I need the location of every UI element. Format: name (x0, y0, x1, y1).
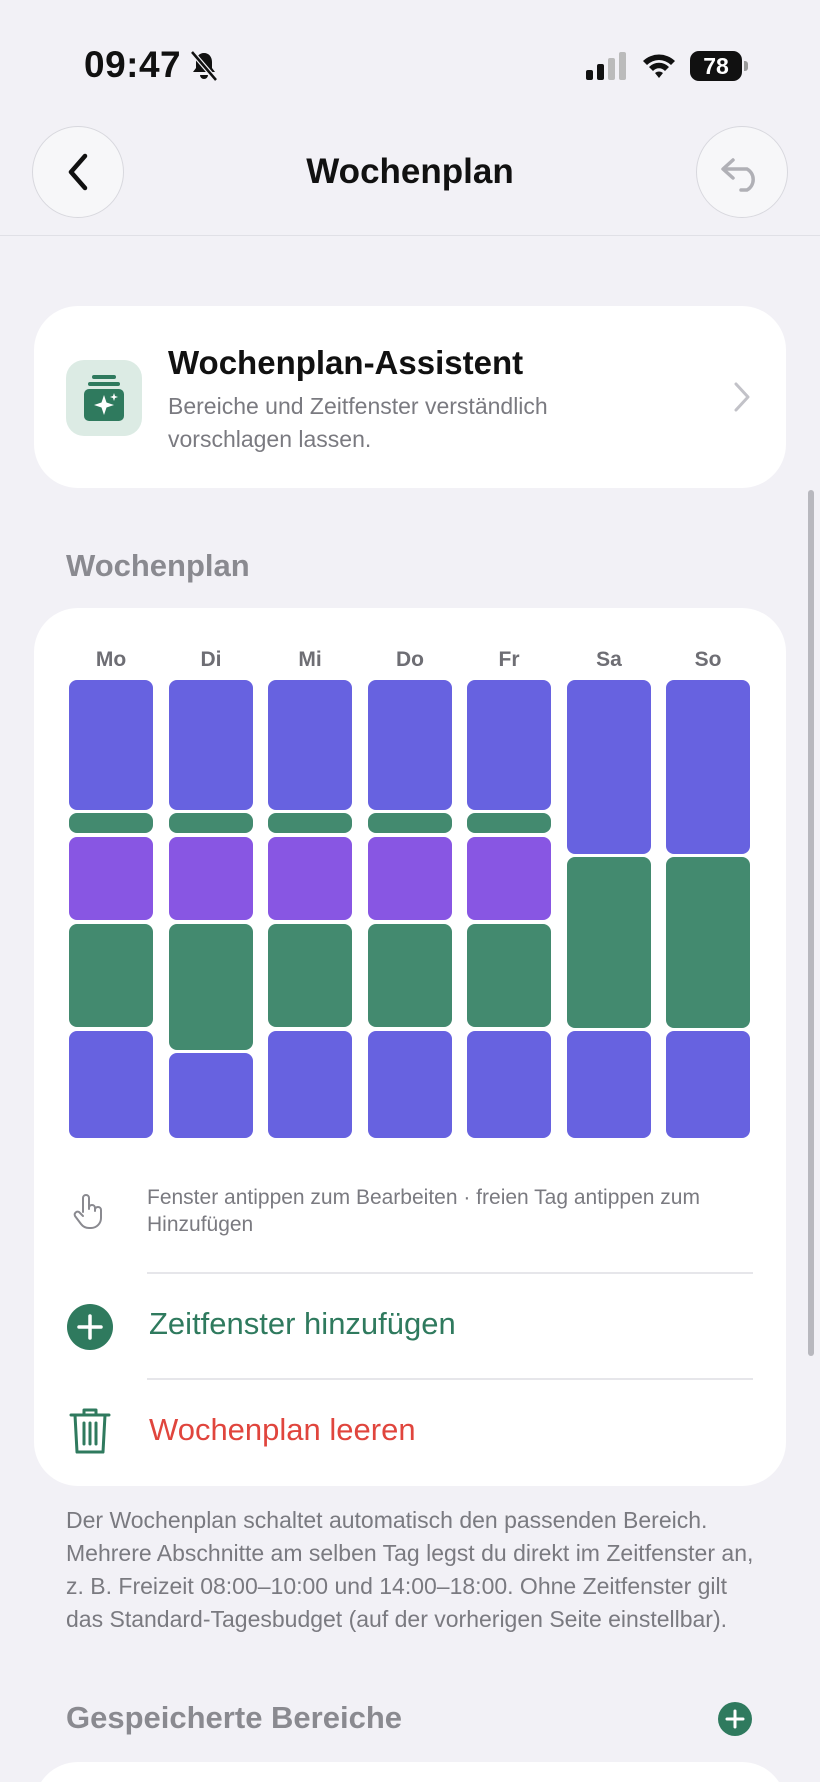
status-bar: 09:47 78 (0, 0, 820, 120)
time-window-block[interactable] (69, 813, 153, 833)
day-label: Do (396, 648, 424, 671)
day-label: Mo (95, 648, 127, 671)
plus-circle-icon (67, 1304, 113, 1350)
chevron-right-icon (734, 382, 750, 412)
time-window-block[interactable] (268, 924, 352, 1027)
week-plan-explanation: Der Wochenplan schaltet automatisch den … (66, 1507, 754, 1632)
assistant-subtitle: Bereiche und Zeitfenster verständlich vo… (168, 393, 548, 452)
week-plan-card: Mo Di Mi Do Fr Sa So Fenster antippen zum Bear… (34, 608, 786, 1486)
day-label: Sa (596, 648, 622, 671)
time-window-block[interactable] (368, 837, 452, 920)
time-window-block[interactable] (368, 680, 452, 810)
bell-muted-icon (190, 50, 218, 82)
battery-tip (744, 61, 748, 71)
time-window-block[interactable] (467, 837, 551, 920)
wifi-icon (643, 54, 675, 78)
status-time: 09:47 (84, 44, 182, 85)
time-window-block[interactable] (567, 1031, 651, 1138)
trash-icon (69, 1408, 111, 1454)
day-label: Fr (498, 648, 520, 671)
time-window-block[interactable] (567, 680, 651, 854)
time-window-block[interactable] (467, 924, 551, 1027)
divider (147, 1378, 753, 1380)
undo-button[interactable] (696, 126, 788, 218)
time-window-block[interactable] (169, 813, 253, 833)
assistant-title: Wochenplan-Assistent (168, 344, 524, 381)
week-plan-hint: Fenster antippen zum Bearbeiten · freien… (147, 1186, 700, 1236)
time-window-block[interactable] (368, 1031, 452, 1138)
time-window-block[interactable] (368, 813, 452, 833)
add-area-button[interactable] (718, 1702, 752, 1736)
battery-level: 78 (690, 51, 742, 81)
clear-week-plan-button[interactable]: Wochenplan leeren (34, 1380, 786, 1484)
time-window-block[interactable] (467, 813, 551, 833)
time-window-block[interactable] (169, 1053, 253, 1138)
cellular-signal-icon (586, 52, 626, 80)
battery-indicator: 78 (690, 51, 748, 81)
time-window-block[interactable] (666, 1031, 750, 1138)
tap-gesture-icon (73, 1194, 102, 1229)
time-window-block[interactable] (268, 1031, 352, 1138)
time-window-block[interactable] (169, 837, 253, 920)
scrollbar[interactable] (808, 490, 814, 1356)
section-header-wochenplan: Wochenplan (66, 548, 250, 583)
time-window-block[interactable] (169, 680, 253, 810)
clear-week-plan-label: Wochenplan leeren (149, 1412, 416, 1447)
time-window-block[interactable] (69, 1031, 153, 1138)
undo-icon (721, 158, 755, 192)
assistant-sparkle-icon (66, 360, 142, 436)
add-time-window-button[interactable]: Zeitfenster hinzufügen (34, 1274, 786, 1378)
section-header-saved-areas: Gespeicherte Bereiche (66, 1700, 403, 1735)
divider (147, 1272, 753, 1274)
time-window-block[interactable] (467, 680, 551, 810)
day-label: Di (200, 648, 222, 671)
time-window-block[interactable] (467, 1031, 551, 1138)
assistant-card[interactable]: Wochenplan-Assistent Bereiche und Zeitfe… (34, 306, 786, 488)
add-time-window-label: Zeitfenster hinzufügen (149, 1306, 456, 1341)
back-button[interactable] (32, 126, 124, 218)
time-window-block[interactable] (268, 837, 352, 920)
navigation-bar: Wochenplan (0, 120, 820, 236)
time-window-block[interactable] (666, 680, 750, 854)
saved-areas-card (34, 1762, 786, 1782)
time-window-block[interactable] (268, 813, 352, 833)
chevron-left-icon (68, 153, 88, 191)
time-window-block[interactable] (69, 837, 153, 920)
time-window-block[interactable] (69, 924, 153, 1027)
time-window-block[interactable] (69, 680, 153, 810)
time-window-block[interactable] (666, 857, 750, 1028)
day-label: Mi (298, 648, 322, 671)
day-label: So (694, 648, 722, 671)
time-window-block[interactable] (268, 680, 352, 810)
page-title: Wochenplan (306, 152, 514, 191)
time-window-block[interactable] (169, 924, 253, 1050)
time-window-block[interactable] (567, 857, 651, 1028)
time-window-block[interactable] (368, 924, 452, 1027)
